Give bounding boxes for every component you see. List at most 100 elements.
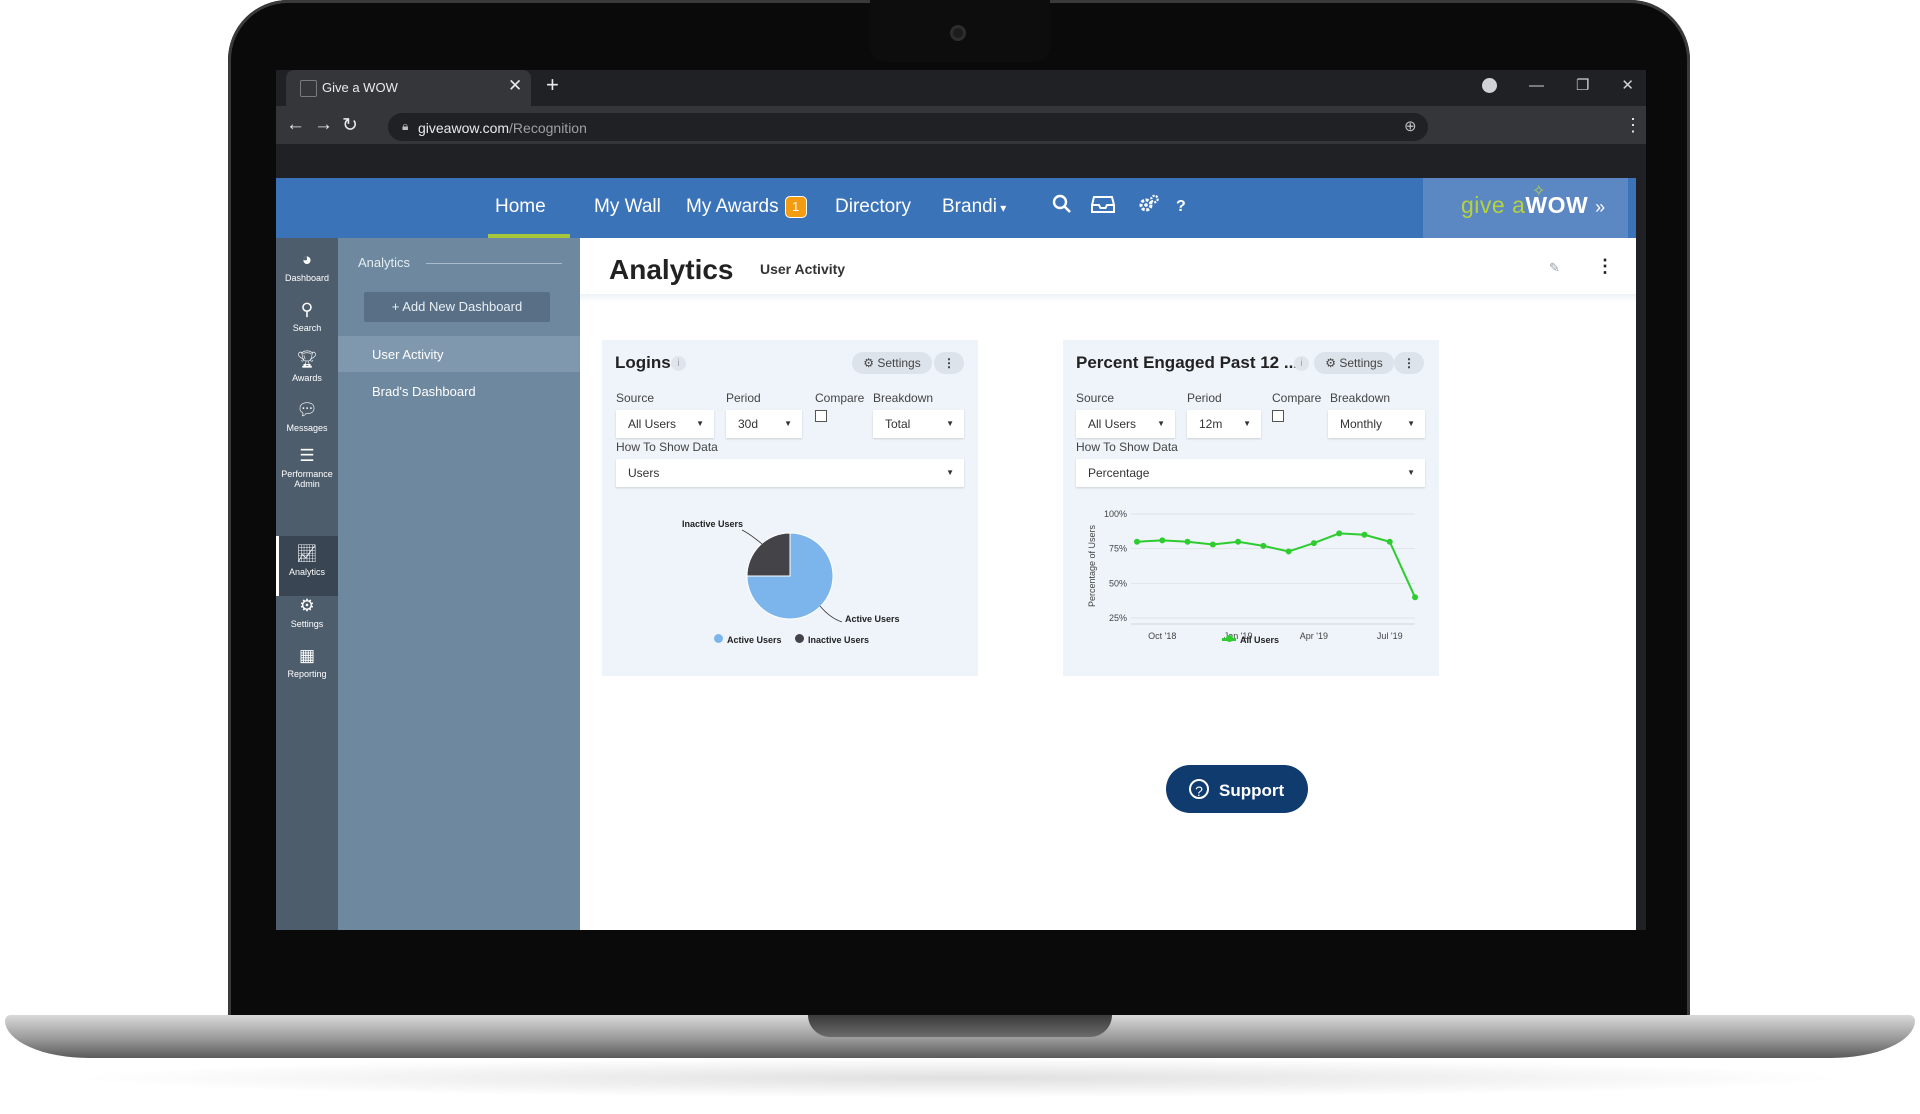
reload-icon[interactable]: ↻: [342, 115, 358, 136]
source-label: Source: [1076, 391, 1115, 405]
data-point[interactable]: [1260, 542, 1267, 549]
caret-down-icon: ▼: [1407, 419, 1415, 428]
lock-icon[interactable]: 🔒︎: [402, 119, 409, 133]
breakdown-value: Monthly: [1340, 417, 1383, 431]
rail-label: Dashboard: [284, 273, 330, 283]
gear-icon: ⚙: [1325, 356, 1340, 370]
breakdown-select[interactable]: Monthly ▼: [1328, 410, 1425, 438]
pie-label-active: Active Users: [845, 614, 900, 624]
data-point[interactable]: [1336, 530, 1343, 537]
help-icon[interactable]: ?: [1176, 198, 1186, 215]
source-select[interactable]: All Users ▼: [616, 410, 714, 438]
compare-checkbox[interactable]: [815, 410, 827, 422]
breakdown-select[interactable]: Total ▼: [873, 410, 964, 438]
rail-item-messages[interactable]: 💬︎ Messages: [276, 400, 338, 433]
give-a-wow-logo[interactable]: give aWOW »: [1461, 192, 1606, 219]
how-to-show-select[interactable]: Users ▼: [616, 459, 964, 487]
back-icon[interactable]: ←: [286, 114, 305, 135]
restore-icon[interactable]: ❐: [1575, 77, 1590, 94]
source-select[interactable]: All Users ▼: [1076, 410, 1175, 438]
data-point[interactable]: [1310, 540, 1317, 547]
browser-tab[interactable]: Give a WOW ✕: [286, 70, 531, 106]
logins-settings-button[interactable]: ⚙ Settings: [852, 352, 932, 374]
caret-down-icon: ▼: [946, 468, 954, 477]
engaged-line-chart: 25% 50% 75% 100% Percentage of Users Oct '18 J…: [1087, 509, 1418, 641]
x-tick-label: Oct '18: [1148, 631, 1176, 641]
logins-card-title: Logins: [615, 353, 671, 372]
nav-my-awards[interactable]: My Awards 1: [686, 196, 807, 218]
data-point[interactable]: [1235, 538, 1242, 545]
new-tab-icon[interactable]: +: [546, 72, 559, 97]
minimize-icon[interactable]: —: [1528, 76, 1544, 94]
data-point[interactable]: [1159, 537, 1166, 544]
nav-my-wall[interactable]: My Wall: [594, 196, 661, 217]
caret-down-icon: ▾: [996, 201, 1007, 215]
legend-marker-all-users: [1226, 635, 1233, 642]
data-point[interactable]: [1285, 548, 1292, 555]
compare-label: Compare: [1272, 391, 1322, 405]
legend-inactive[interactable]: Inactive Users: [808, 635, 870, 645]
series-line-all-users[interactable]: [1136, 532, 1416, 598]
period-value: 12m: [1199, 417, 1223, 431]
url-text[interactable]: giveawow.com/Recognition: [418, 120, 587, 136]
period-select[interactable]: 12m ▼: [1187, 410, 1261, 438]
nav-directory[interactable]: Directory: [835, 196, 912, 217]
rail-item-settings[interactable]: ⚙ Settings: [276, 596, 338, 629]
nav-user-menu[interactable]: Brandi ▾: [942, 196, 1006, 218]
edit-icon[interactable]: ✎: [1549, 260, 1560, 275]
profile-icon[interactable]: [1481, 77, 1497, 93]
legend-active[interactable]: Active Users: [727, 635, 782, 645]
legend-all-users[interactable]: All Users: [1240, 635, 1280, 645]
list-icon: ☰: [299, 446, 315, 465]
more-options-icon[interactable]: ⋮: [1596, 256, 1614, 276]
rail-item-dashboard[interactable]: ◕ Dashboard: [276, 250, 338, 283]
rail-label: Settings: [290, 619, 324, 629]
rail-item-search[interactable]: ⚲ Search: [276, 300, 338, 333]
engaged-settings-button[interactable]: ⚙ Settings: [1314, 352, 1394, 374]
period-select[interactable]: 30d ▼: [726, 410, 802, 438]
search-icon[interactable]: [1052, 194, 1072, 220]
tab-close-icon[interactable]: ✕: [508, 76, 523, 95]
logins-card: [602, 340, 978, 676]
settings-label: Settings: [877, 356, 921, 370]
data-point[interactable]: [1361, 531, 1368, 538]
zoom-icon[interactable]: ⊕: [1404, 118, 1417, 135]
rail-label: Analytics: [288, 567, 325, 577]
address-bar[interactable]: [388, 113, 1428, 141]
pie-slice-inactive-users[interactable]: [746, 532, 791, 577]
how-value: Users: [628, 466, 660, 480]
help-circle-icon: ?: [1189, 779, 1209, 799]
add-new-dashboard-button[interactable]: + Add New Dashboard: [364, 292, 550, 322]
data-point[interactable]: [1209, 541, 1216, 548]
inbox-icon[interactable]: [1091, 194, 1115, 220]
data-point[interactable]: [1386, 538, 1393, 545]
panel-item-user-activity[interactable]: User Activity: [372, 347, 444, 362]
data-point[interactable]: [1134, 538, 1140, 545]
compare-checkbox[interactable]: [1272, 410, 1284, 422]
nav-active-indicator: [488, 234, 570, 238]
browser-menu-icon[interactable]: ⋮: [1624, 115, 1642, 135]
rail-item-analytics[interactable]: 📈︎ Analytics: [276, 544, 338, 577]
info-icon[interactable]: i: [671, 356, 686, 371]
period-label: Period: [1187, 391, 1222, 405]
engaged-more-icon[interactable]: ⋮: [1394, 352, 1424, 374]
pie-label-inactive: Inactive Users: [682, 519, 744, 529]
rail-item-reporting[interactable]: ▦ Reporting: [276, 646, 338, 679]
dashboard-name[interactable]: User Activity: [760, 261, 846, 277]
gauge-icon: ◕: [301, 250, 313, 269]
data-point[interactable]: [1412, 594, 1418, 601]
logins-more-icon[interactable]: ⋮: [934, 352, 964, 374]
gears-icon[interactable]: [1138, 194, 1160, 220]
forward-icon[interactable]: →: [314, 114, 333, 135]
panel-item-brads-dashboard[interactable]: Brad's Dashboard: [372, 384, 476, 399]
caret-down-icon: ▼: [1243, 419, 1251, 428]
toolbar-gap: [276, 144, 1646, 176]
window-close-icon[interactable]: ✕: [1621, 77, 1634, 94]
data-point[interactable]: [1184, 538, 1191, 545]
nav-home[interactable]: Home: [495, 196, 546, 217]
info-icon[interactable]: i: [1294, 356, 1309, 371]
chat-bubble-icon: 💬︎: [296, 400, 318, 419]
rail-item-performance-admin[interactable]: ☰ Performance Admin: [276, 446, 338, 489]
how-to-show-select[interactable]: Percentage ▼: [1076, 459, 1425, 487]
rail-item-awards[interactable]: 🏆︎ Awards: [276, 350, 338, 383]
